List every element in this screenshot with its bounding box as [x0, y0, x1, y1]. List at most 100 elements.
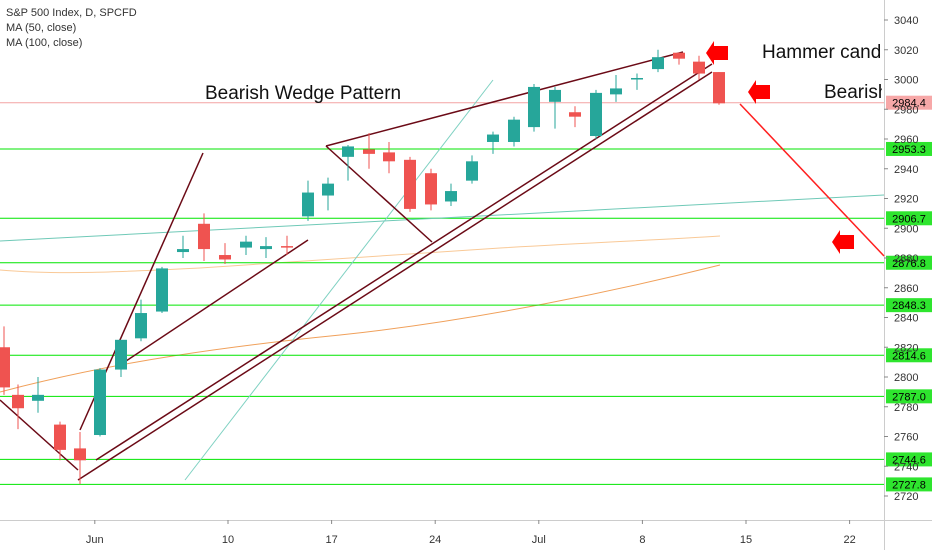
candle: [466, 155, 478, 184]
level-badge: [886, 298, 932, 313]
candle-body-up: [94, 369, 106, 436]
y-tick-label: 2800: [894, 372, 918, 384]
candle-body-up: [652, 57, 664, 70]
x-tick-label: 8: [639, 534, 645, 546]
candle: [445, 183, 457, 206]
trendline: [95, 63, 713, 461]
last-price-label: 2984.4: [892, 98, 926, 110]
y-tick-label: 3020: [894, 45, 918, 57]
candle: [569, 106, 581, 128]
trendline: [119, 239, 309, 366]
candle-body-down: [673, 52, 685, 59]
candle: [425, 168, 437, 211]
legend-title: S&P 500 Index, D, SPCFD: [6, 7, 137, 19]
level-label: 2744.6: [892, 454, 926, 466]
legend-ma50: MA (50, close): [6, 22, 77, 34]
x-tick-label: Jun: [86, 534, 104, 546]
arrow-hammer: [706, 41, 728, 65]
annotation-hammer: Hammer cand: [762, 42, 880, 63]
candle: [94, 368, 106, 437]
y-tick-label: 2960: [894, 134, 918, 146]
level-badge: [886, 348, 932, 363]
y-tick-label: 3040: [894, 15, 918, 27]
candle-body-up: [487, 134, 499, 142]
candle-body-up: [115, 339, 127, 370]
level-label: 2787.0: [892, 391, 926, 403]
level-label: 2953.3: [892, 144, 926, 156]
x-tick-label: 15: [740, 534, 752, 546]
y-tick-label: 2820: [894, 342, 918, 354]
candle-body-up: [322, 183, 334, 196]
candle-body-down: [0, 347, 10, 388]
level-badge: [886, 477, 932, 492]
y-tick-label: 2940: [894, 164, 918, 176]
y-tick-label: 3000: [894, 75, 918, 87]
y-tick-label: 2780: [894, 402, 918, 414]
last-price-badge: [886, 95, 932, 110]
annotation-wedge: Bearish Wedge Pattern: [205, 83, 402, 104]
y-tick-label: 2880: [894, 253, 918, 265]
candle-body-up: [610, 88, 622, 95]
candle-body-up: [549, 89, 561, 102]
candle: [135, 299, 147, 342]
arrows: [706, 41, 854, 254]
candle: [549, 86, 561, 129]
level-badge: [886, 255, 932, 270]
trendline: [325, 51, 684, 147]
candle: [363, 133, 375, 169]
candle-body-down: [74, 448, 86, 461]
ma50-line: [0, 235, 721, 274]
candle-body-down: [54, 424, 66, 450]
candle-body-up: [135, 313, 147, 339]
candle-body-up: [466, 161, 478, 181]
legend-ma100: MA (100, close): [6, 37, 83, 49]
candle: [281, 235, 293, 256]
level-label: 2814.6: [892, 350, 926, 362]
level-label: 2876.8: [892, 258, 926, 270]
candle: [322, 177, 334, 211]
candle-body-up: [528, 86, 540, 128]
candle-body-up: [590, 92, 602, 137]
candle: [302, 180, 314, 221]
candle: [219, 243, 231, 264]
candle: [652, 49, 664, 73]
y-tick-label: 2840: [894, 313, 918, 325]
chart-legend: S&P 500 Index, D, SPCFD MA (50, close) M…: [6, 6, 137, 51]
candle-body-up: [445, 191, 457, 202]
y-tick-label: 2920: [894, 194, 918, 206]
candle-body-up: [260, 246, 272, 250]
level-badge: [886, 389, 932, 404]
candles: [0, 49, 725, 485]
teal-trendline: [0, 194, 885, 242]
candle: [74, 432, 86, 485]
x-tick-label: Jul: [532, 534, 546, 546]
trendline: [325, 145, 433, 243]
candle-body-down: [425, 173, 437, 205]
candle-body-down: [198, 223, 210, 250]
candle-body-down: [219, 255, 231, 260]
candle: [12, 384, 24, 430]
candle: [610, 75, 622, 102]
candle: [240, 235, 252, 256]
level-label: 2727.8: [892, 479, 926, 491]
x-tick-label: 10: [222, 534, 234, 546]
candle: [693, 55, 705, 80]
candle: [487, 131, 499, 154]
candle: [590, 89, 602, 139]
candle-body-up: [32, 394, 44, 401]
candle: [508, 116, 520, 147]
trendline: [77, 71, 713, 481]
teal-diagonal: [184, 79, 494, 481]
candle-body-down: [713, 72, 725, 104]
x-tick-label: 24: [429, 534, 441, 546]
candle-body-down: [693, 61, 705, 74]
price-axis: 2720 2740 2760 2780 2800 2820 2840 2860 2880 2900…: [884, 15, 918, 503]
candle-body-down: [383, 152, 395, 162]
candle-body-down: [569, 112, 581, 117]
candle: [260, 237, 272, 258]
level-label: 2848.3: [892, 300, 926, 312]
time-axis: Jun101724Jul815222: [86, 520, 856, 546]
projection-line: [739, 103, 885, 257]
